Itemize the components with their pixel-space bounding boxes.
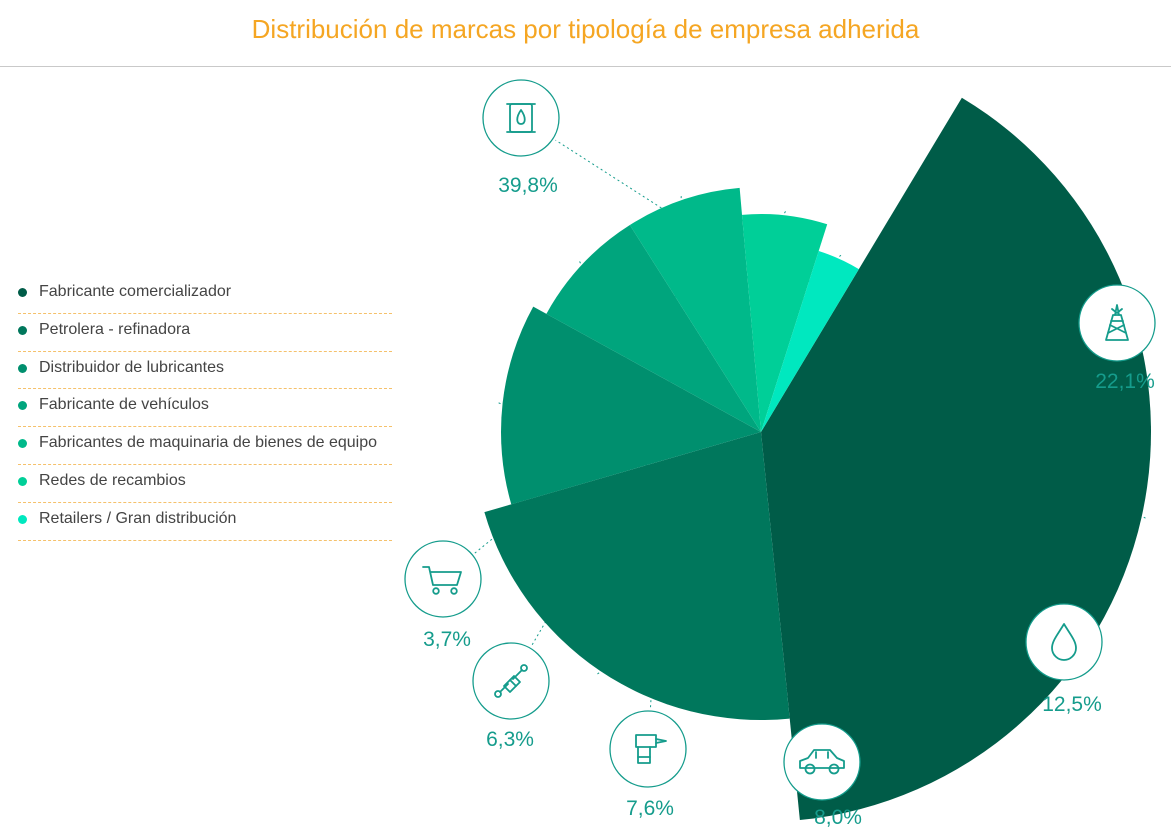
pie-slice bbox=[742, 214, 828, 432]
car-icon bbox=[783, 723, 861, 801]
legend-item: Fabricantes de maquinaria de bienes de e… bbox=[18, 427, 392, 465]
oil-can-icon bbox=[482, 79, 560, 157]
value-label: 12,5% bbox=[1042, 693, 1102, 716]
pie-slice bbox=[501, 306, 761, 505]
legend-item: Fabricante comercializador bbox=[18, 276, 392, 314]
oil-rig-icon bbox=[1078, 284, 1156, 362]
value-label: 39,8% bbox=[498, 174, 558, 197]
oil-drop-icon bbox=[1025, 603, 1103, 681]
value-label: 8,0% bbox=[814, 806, 862, 829]
legend-label: Petrolera - refinadora bbox=[39, 320, 191, 338]
legend-item: Redes de recambios bbox=[18, 465, 392, 503]
legend-swatch bbox=[18, 325, 27, 335]
value-label: 3,7% bbox=[423, 628, 471, 651]
legend-label: Redes de recambios bbox=[39, 471, 186, 489]
legend-swatch bbox=[18, 401, 27, 411]
legend-item: Retailers / Gran distribución bbox=[18, 503, 392, 541]
pie-slice bbox=[629, 187, 761, 432]
pie-slice bbox=[484, 432, 790, 720]
legend-swatch bbox=[18, 439, 27, 449]
slice-icons bbox=[404, 79, 1156, 801]
shock-absorber-icon bbox=[472, 642, 550, 720]
value-labels: 39,8% 22,1% 12,5% 8,0% 7,6% 6,3% 3,7% bbox=[423, 174, 1155, 829]
drill-icon bbox=[609, 710, 687, 788]
legend-item: Distribuidor de lubricantes bbox=[18, 352, 392, 390]
legend-item: Petrolera - refinadora bbox=[18, 314, 392, 352]
legend-label: Retailers / Gran distribución bbox=[39, 509, 237, 527]
shopping-cart-icon bbox=[404, 540, 482, 618]
title-divider bbox=[0, 66, 1171, 67]
legend-swatch bbox=[18, 476, 27, 486]
legend-swatch bbox=[18, 363, 27, 373]
legend-label: Fabricante comercializador bbox=[39, 283, 232, 300]
legend-label: Fabricante de vehículos bbox=[39, 396, 209, 414]
legend-label: Fabricantes de maquinaria de bienes de e… bbox=[39, 434, 378, 452]
value-label: 22,1% bbox=[1095, 370, 1155, 393]
legend-label: Distribuidor de lubricantes bbox=[39, 358, 224, 376]
legend: Fabricante comercializador Petrolera - r… bbox=[18, 276, 392, 541]
legend-swatch bbox=[18, 288, 27, 297]
pie-slice bbox=[761, 250, 859, 432]
value-label: 6,3% bbox=[486, 728, 534, 751]
legend-swatch bbox=[18, 514, 27, 524]
pie-slice bbox=[546, 225, 761, 432]
chart-title: Distribución de marcas por tipología de … bbox=[251, 14, 920, 44]
value-label: 7,6% bbox=[626, 797, 674, 820]
legend-item: Fabricante de vehículos bbox=[18, 389, 392, 428]
